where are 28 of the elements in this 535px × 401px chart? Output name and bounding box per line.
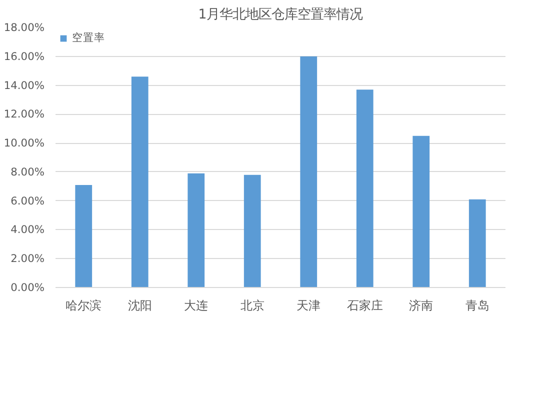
bar [131, 76, 148, 288]
x-tick-label: 北京 [240, 298, 264, 312]
bar [244, 174, 261, 288]
x-tick-label: 石家庄 [346, 298, 383, 312]
x-tick-label: 天津 [296, 298, 321, 312]
y-tick-label: 6.00% [10, 194, 45, 208]
y-tick-label: 18.00% [4, 21, 45, 34]
y-tick-label: 14.00% [4, 78, 45, 92]
y-tick-label: 12.00% [4, 108, 45, 121]
y-tick-label: 8.00% [10, 165, 45, 178]
x-tick-label: 沈阳 [128, 298, 152, 312]
bar [75, 184, 92, 288]
y-tick-label: 2.00% [10, 252, 45, 266]
y-tick-label: 16.00% [4, 50, 45, 63]
x-tick-label: 济南 [409, 298, 434, 312]
y-tick-label: 4.00% [10, 223, 45, 236]
bar [356, 90, 374, 288]
chart-title: 1月华北地区仓库空置率情况 [198, 6, 363, 22]
bar [188, 173, 205, 288]
legend-label: 空置率 [72, 31, 105, 45]
y-tick-label: 0.00% [10, 281, 45, 294]
bar [468, 199, 486, 288]
x-tick-label: 大连 [184, 298, 208, 312]
x-tick-label: 青岛 [465, 298, 490, 312]
y-tick-label: 10.00% [4, 136, 45, 150]
bar [412, 136, 430, 288]
bar [300, 56, 318, 288]
x-tick-label: 哈尔滨 [66, 298, 102, 312]
